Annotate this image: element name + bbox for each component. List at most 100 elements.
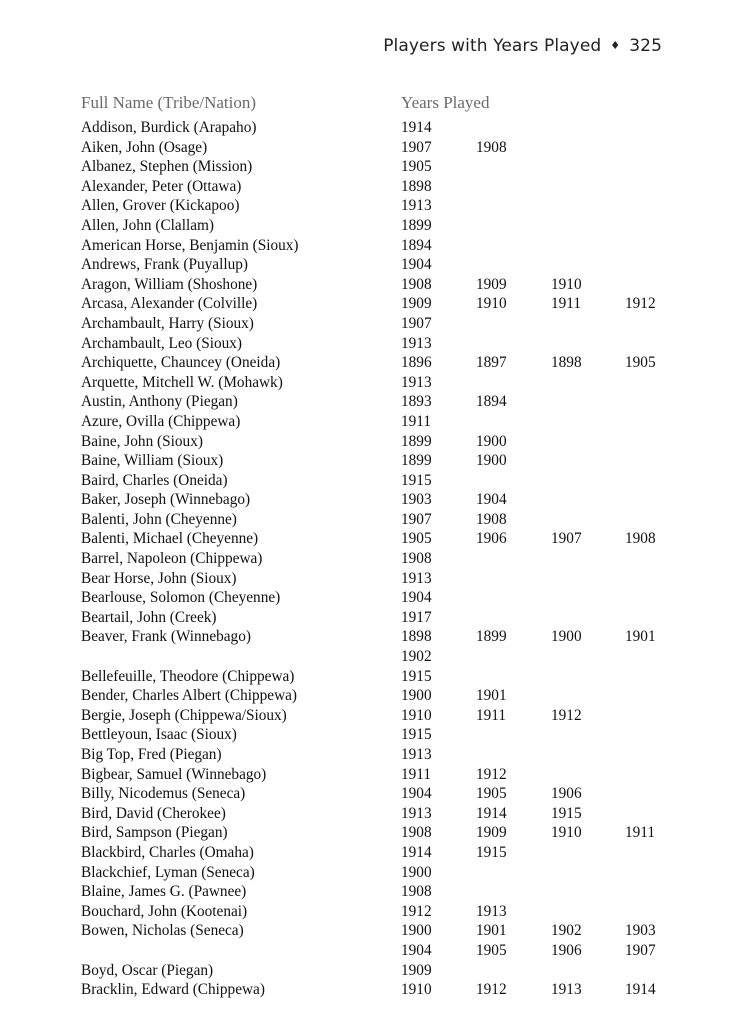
year-played: 1912 xyxy=(625,295,656,313)
table-row: Baker, Joseph (Winnebago) 1903 1904 xyxy=(0,490,742,510)
table-row: Azure, Ovilla (Chippewa) 1911 xyxy=(0,412,742,432)
year-played: 1914 xyxy=(401,119,432,136)
year-played: 1894 xyxy=(401,236,432,254)
diamond-separator-icon: ♦ xyxy=(610,39,621,52)
table-row: Blackchief, Lyman (Seneca) 1900 xyxy=(0,863,742,883)
year-played: 1894 xyxy=(476,393,507,411)
year-played: 1909 xyxy=(401,295,432,313)
year-played: 1912 xyxy=(476,765,507,783)
year-played: 1899 xyxy=(476,628,507,646)
table-row: Bellefeuille, Theodore (Chippewa) 1915 xyxy=(0,667,742,687)
table-row: Bowen, Nicholas (Seneca) 1900 1901 1902 1903 xyxy=(0,921,742,941)
player-name: Azure, Ovilla (Chippewa) xyxy=(81,412,241,430)
player-name: Arquette, Mitchell W. (Mohawk) xyxy=(81,373,283,391)
year-played: 1903 xyxy=(401,491,432,509)
year-played: 1907 xyxy=(625,941,656,959)
table-row: Aragon, William (Shoshone) 1908 1909 1910 xyxy=(0,275,742,295)
year-played: 1913 xyxy=(551,981,582,999)
table-row: Bender, Charles Albert (Chippewa) 1900 190… xyxy=(0,686,742,706)
player-name: Barrel, Napoleon (Chippewa) xyxy=(81,550,263,568)
year-played: 1906 xyxy=(551,941,582,959)
year-played: 1903 xyxy=(625,922,656,940)
year-played: 1901 xyxy=(476,922,507,940)
year-played: 1902 xyxy=(551,922,582,940)
year-played: 1904 xyxy=(401,941,432,959)
player-name: Baird, Charles (Oneida) xyxy=(81,471,228,489)
player-name: Beaver, Frank (Winnebago) xyxy=(81,628,251,646)
table-row: Arquette, Mitchell W. (Mohawk) 1913 xyxy=(0,373,742,393)
table-row: Baine, John (Sioux) 1899 1900 xyxy=(0,432,742,452)
year-played: 1900 xyxy=(551,628,582,646)
table-row: Barrel, Napoleon (Chippewa) 1908 xyxy=(0,549,742,569)
player-name: Bergie, Joseph (Chippewa/Sioux) xyxy=(81,706,287,724)
table-row: Allen, Grover (Kickapoo) 1913 xyxy=(0,196,742,216)
year-played: 1907 xyxy=(401,314,432,332)
year-played: 1901 xyxy=(625,628,656,646)
year-played: 1915 xyxy=(551,804,582,822)
player-name: Blackbird, Charles (Omaha) xyxy=(81,843,254,861)
year-played: 1911 xyxy=(551,295,582,313)
table-row: Beartail, John (Creek) 1917 xyxy=(0,608,742,628)
table-row: Bear Horse, John (Sioux) 1913 xyxy=(0,569,742,589)
table-row: American Horse, Benjamin (Sioux) 1894 xyxy=(0,236,742,256)
player-name: Bear Horse, John (Sioux) xyxy=(81,569,237,587)
column-header-years: Years Played xyxy=(401,93,490,112)
table-row: Aiken, John (Osage) 1907 1908 xyxy=(0,138,742,158)
player-name: Big Top, Fred (Piegan) xyxy=(81,746,222,763)
year-played: 1905 xyxy=(401,158,432,176)
year-played: 1913 xyxy=(401,569,432,587)
year-played: 1898 xyxy=(401,177,432,195)
table-row: Billy, Nicodemus (Seneca) 1904 1905 1906 xyxy=(0,784,742,804)
year-played: 1915 xyxy=(476,843,507,861)
year-played: 1912 xyxy=(476,981,507,999)
table-row: Addison, Burdick (Arapaho) 1914 xyxy=(0,118,742,138)
year-played: 1899 xyxy=(401,216,432,234)
year-played: 1907 xyxy=(401,138,432,156)
year-played: 1904 xyxy=(401,256,432,274)
table-row: Baird, Charles (Oneida) 1915 xyxy=(0,471,742,491)
player-name: Archambault, Leo (Sioux) xyxy=(81,334,242,352)
year-played: 1899 xyxy=(401,452,432,470)
year-played: 1904 xyxy=(401,589,432,607)
year-played: 1901 xyxy=(476,687,507,705)
player-name: Bowen, Nicholas (Seneca) xyxy=(81,922,244,940)
year-played: 1914 xyxy=(625,981,656,999)
year-played: 1908 xyxy=(401,824,432,842)
year-played: 1913 xyxy=(401,334,432,352)
table-row: Baine, William (Sioux) 1899 1900 xyxy=(0,451,742,471)
year-played: 1896 xyxy=(401,354,432,372)
year-played: 1906 xyxy=(476,530,507,548)
table-row: Balenti, Michael (Cheyenne) 1905 1906 1907 1… xyxy=(0,529,742,549)
year-played: 1912 xyxy=(401,902,432,920)
year-played: 1909 xyxy=(401,961,432,979)
year-played: 1917 xyxy=(401,608,432,626)
year-played: 1911 xyxy=(401,412,432,430)
table-row: Bearlouse, Solomon (Cheyenne) 1904 xyxy=(0,588,742,608)
table-row: Bracklin, Edward (Chippewa) 1910 1912 1913 1… xyxy=(0,980,742,1000)
table-row: Arcasa, Alexander (Colville) 1909 1910 1911… xyxy=(0,294,742,314)
table-row: Bird, David (Cherokee) 1913 1914 1915 xyxy=(0,804,742,824)
player-name: Bigbear, Samuel (Winnebago) xyxy=(81,765,267,783)
table-row: Albanez, Stephen (Mission) 1905 xyxy=(0,157,742,177)
table-row: Andrews, Frank (Puyallup) 1904 xyxy=(0,255,742,275)
year-played: 1913 xyxy=(476,902,507,920)
year-played: 1908 xyxy=(476,138,507,156)
year-played: 1908 xyxy=(476,510,507,528)
year-played: 1897 xyxy=(476,354,507,372)
player-name: Arcasa, Alexander (Colville) xyxy=(81,295,258,313)
table-row: Allen, John (Clallam) 1899 xyxy=(0,216,742,236)
year-played: 1907 xyxy=(551,530,582,548)
table-row: Archambault, Harry (Sioux) 1907 xyxy=(0,314,742,334)
year-played: 1911 xyxy=(476,706,507,724)
player-name: Albanez, Stephen (Mission) xyxy=(81,158,253,176)
player-name: Alexander, Peter (Ottawa) xyxy=(81,177,242,195)
year-played: 1912 xyxy=(551,706,582,724)
table-row: Alexander, Peter (Ottawa) 1898 xyxy=(0,177,742,197)
table-row: Bouchard, John (Kootenai) 1912 1913 xyxy=(0,902,742,922)
table-row: Balenti, John (Cheyenne) 1907 1908 xyxy=(0,510,742,530)
year-played: 1910 xyxy=(401,981,432,999)
player-name: Baine, William (Sioux) xyxy=(81,452,224,470)
player-name: Billy, Nicodemus (Seneca) xyxy=(81,785,246,803)
year-played: 1913 xyxy=(401,197,432,215)
year-played: 1910 xyxy=(551,824,582,842)
